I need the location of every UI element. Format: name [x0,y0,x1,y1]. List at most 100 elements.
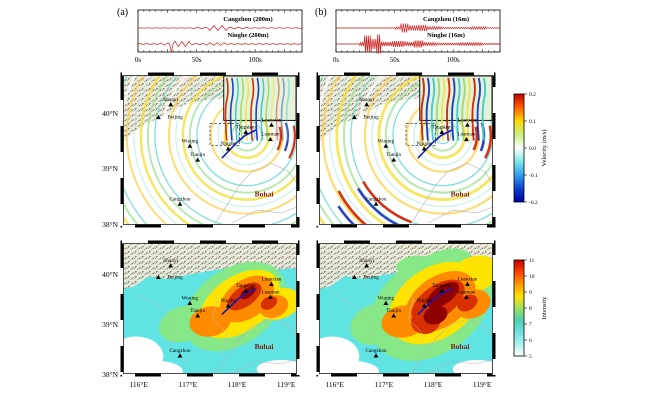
intensity-zone-white [124,360,183,373]
colorbar-gradient [513,93,525,203]
map-frame-inner [123,243,297,374]
seismo-frame [137,9,303,53]
station-triangle-tianjin [195,313,201,318]
coastline [410,162,492,224]
sea-label-bohai: Bohai [255,342,274,351]
intensity-zone-red [457,294,478,312]
station-label-cangzhou: Cangzhou [169,348,190,354]
coastline-south [231,207,296,224]
inset-stripe [250,77,255,141]
map-frame-inner [319,75,493,225]
colorbar-tick-label: 5 [529,354,532,360]
seismogram-trace [137,40,302,53]
sea-label-bohai: Bohai [451,342,470,351]
intensity-zone-green [396,255,431,275]
seismo-x-tick-label: 100s [249,56,263,64]
strong-wave-arc [472,126,479,151]
station-label-tianjin: Tianjin [190,308,205,314]
inset-stripe [255,77,260,141]
province-border [334,293,385,365]
colorbar-tick-label: 11 [529,258,535,264]
seismogram-trace [335,23,500,33]
station-triangle-beijing [156,114,161,120]
wavefield-map-200m: Shunyi Beijing Wuqing Tianjin Ninghe Cangzhou… [120,72,300,228]
station-label-ninghe: Ninghe [417,298,433,304]
station-label-shunyi: Shunyi [163,97,178,103]
lat-tick-label-c: 40°N [102,109,118,119]
station-label-beijing: Beijing [363,275,379,281]
inset-stripe [420,77,425,141]
wavefront-ring [363,76,492,215]
station-label-wuqing: Wuqing [378,138,395,144]
intensity-zone-red [260,296,278,310]
colorbar-tick-label: 9 [529,290,532,296]
trace-label: Ninghe (16m) [427,32,465,39]
coastline-south [231,358,296,373]
station-label-tangshan: Tangshan [432,124,452,130]
colorbar-axis-label: Intensity [541,296,548,319]
sea-label-bohai: Bohai [451,189,470,198]
inset-stripe [461,77,466,141]
station-triangle-tianjin [195,157,201,162]
wavefront-ring [181,76,296,201]
map-frame-inner [319,243,493,374]
inset-stripe [481,77,487,141]
lat-tick-label-e: 39°N [102,319,118,329]
map-content: Shunyi Beijing Wuqing Tianjin Ninghe Cangzhou… [320,76,492,224]
inset-stripe [280,77,285,141]
station-triangle-beijing [352,274,357,279]
station-label-ninghe: Ninghe [221,141,237,147]
seismo-x-tick-label: 50s [390,56,400,64]
sea-label-bohai: Bohai [255,189,274,198]
station-label-beijing: Beijing [363,115,379,121]
intensity-zone-white [256,360,296,373]
station-label-luanxian: Luanxian [458,277,478,283]
station-triangle-ninghe [421,146,427,151]
station-triangle-wuqing [187,143,193,148]
inset-stripe [440,77,446,141]
station-triangle-cangzhou [177,201,183,206]
inset-stripe [239,77,245,141]
station-triangle-cangzhou [373,353,379,358]
zoom-region-dashed-box [209,123,240,146]
colorbar-tick-label: 10 [529,274,535,280]
station-label-shunyi: Shunyi [359,97,374,103]
station-triangle-cangzhou [177,353,183,358]
station-triangle-wuqing [187,300,193,305]
wavefront-ring [139,76,191,224]
station-triangle-luannan [464,136,469,142]
seismogram-trace [137,24,303,32]
station-triangle-ninghe [225,146,231,151]
inset-stripe [471,77,476,141]
wavefront-ring [146,76,296,224]
province-border [398,278,424,355]
station-triangle-tangshan [439,129,445,134]
station-triangle-tangshan [243,129,249,134]
map-content: Shunyi Beijing Wuqing Tianjin Ninghe Cangzhou… [124,76,296,224]
wavefront-ring [133,76,178,224]
station-label-tianjin: Tianjin [190,152,205,158]
station-label-tianjin: Tianjin [386,308,401,314]
station-triangle-ninghe [421,303,427,308]
seismo-x-tick-label: 0s [333,56,340,64]
wavefront-ring [342,76,492,224]
station-label-beijing: Beijing [167,115,183,121]
colorbar-tick-label: 7 [529,322,532,328]
station-triangle-wuqing [383,143,389,148]
inset-stripe [285,77,290,141]
trace-label: Cangzhou (16m) [423,16,469,23]
station-label-shunyi: Shunyi [163,258,178,264]
station-label-luanxian: Luanxian [262,117,282,123]
inset-stripe [435,77,441,141]
inset-stripe [446,77,451,141]
station-label-tangshan: Tangshan [236,124,256,130]
station-triangle-luanxian [465,122,470,127]
wavefront-ring [329,76,374,224]
station-triangle-tianjin [391,157,397,162]
colorbar-tick-label: 0.2 [529,92,536,98]
seismogram-panel-b: 0s 50s 100s Cangzhou (16m) Ninghe (16m) [333,9,501,64]
fault-line [221,129,257,159]
inset-stripe [430,77,436,141]
station-triangle-shunyi [168,102,174,107]
map-frame-inner [123,75,297,225]
